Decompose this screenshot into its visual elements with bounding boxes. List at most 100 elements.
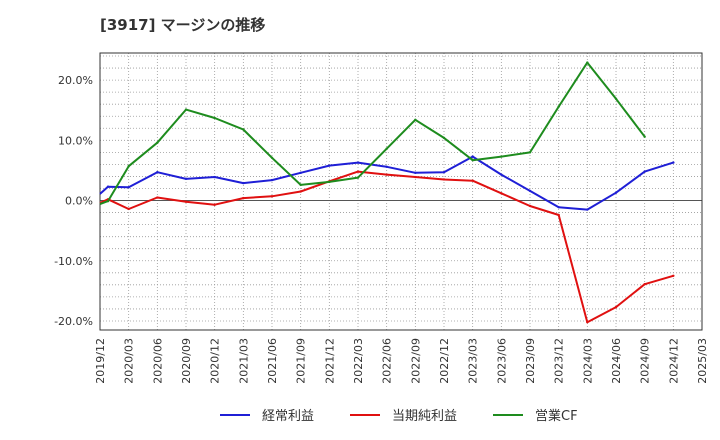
data-point — [586, 208, 589, 211]
data-point — [213, 203, 216, 206]
chart-title: [3917] マージンの推移 — [100, 16, 266, 34]
data-point — [106, 199, 110, 203]
y-tick-label: 10.0% — [58, 134, 93, 147]
x-tick-label: 2022/03 — [352, 338, 365, 384]
x-tick-label: 2023/03 — [467, 338, 480, 384]
x-tick-label: 2024/12 — [667, 338, 680, 384]
data-point — [414, 171, 417, 175]
x-tick-label: 2020/12 — [209, 338, 222, 384]
series-line — [99, 170, 674, 324]
data-point — [672, 274, 675, 278]
legend-layer: 経常利益 当期純利益 営業CF — [220, 408, 578, 424]
data-point — [442, 178, 446, 181]
x-tick-label: 2021/09 — [295, 338, 308, 384]
data-point — [471, 155, 474, 158]
data-point — [557, 213, 560, 217]
x-tick-label: 2019/12 — [94, 338, 107, 384]
data-point — [156, 171, 159, 174]
data-point — [471, 179, 474, 182]
data-point — [299, 190, 302, 193]
data-point — [156, 196, 159, 199]
data-point — [127, 165, 130, 168]
data-point — [643, 283, 646, 286]
data-point — [184, 108, 188, 111]
legend-label: 経常利益 — [262, 409, 314, 424]
x-tick-label: 2024/06 — [610, 338, 623, 384]
plot-frame — [99, 52, 703, 331]
data-point — [385, 173, 388, 176]
data-point — [528, 151, 532, 154]
data-point — [414, 118, 417, 122]
series-line — [99, 155, 674, 211]
data-point — [328, 180, 331, 184]
data-point — [528, 189, 532, 193]
data-point — [500, 173, 503, 176]
data-point — [586, 61, 589, 64]
x-tick-label: 2022/06 — [381, 338, 394, 384]
data-point — [270, 178, 274, 182]
data-point — [356, 176, 360, 179]
data-point — [614, 97, 618, 100]
data-point — [557, 105, 560, 108]
y-tick-label: -10.0% — [54, 255, 93, 268]
x-tick-label: 2024/09 — [639, 338, 652, 384]
x-tick-label: 2023/06 — [495, 338, 508, 384]
y-tick-label: 0.0% — [65, 195, 93, 208]
x-tick-label: 2023/12 — [553, 338, 566, 384]
x-tick-label: 2021/03 — [237, 338, 250, 384]
plot-area — [100, 53, 702, 330]
data-point — [299, 171, 302, 175]
data-point — [299, 183, 302, 187]
x-tick-label: 2021/06 — [266, 338, 279, 384]
data-point — [442, 171, 446, 174]
data-point — [242, 128, 245, 131]
data-point — [385, 147, 388, 150]
x-tick-label: 2022/09 — [409, 338, 422, 384]
data-point — [213, 175, 216, 179]
data-point — [270, 156, 274, 159]
x-tick-label: 2020/03 — [123, 338, 136, 384]
legend-label: 営業CF — [535, 408, 578, 424]
data-point — [471, 158, 474, 162]
y-tick-label: 20.0% — [58, 74, 93, 87]
data-point — [106, 185, 110, 188]
data-point — [127, 207, 130, 211]
axis-layer: 20.0% 10.0% 0.0% -10.0% -20.0%2019/12 2020/03… — [54, 52, 709, 384]
data-point — [184, 177, 188, 181]
data-point — [414, 175, 417, 179]
data-point — [500, 192, 503, 195]
data-point — [242, 196, 245, 200]
grid-layer — [99, 53, 703, 330]
data-point — [184, 200, 188, 203]
data-point — [614, 305, 618, 309]
data-point — [356, 170, 360, 173]
data-point — [614, 191, 618, 194]
data-point — [270, 195, 274, 198]
data-point — [127, 186, 130, 189]
data-point — [442, 136, 446, 140]
data-point — [356, 161, 360, 164]
data-point — [242, 181, 245, 185]
x-tick-label: 2020/09 — [180, 338, 193, 384]
data-point — [672, 161, 675, 164]
data-point — [156, 141, 159, 144]
x-tick-label: 2025/03 — [696, 338, 709, 384]
x-tick-label: 2024/03 — [581, 338, 594, 384]
legend-label: 当期純利益 — [392, 409, 457, 424]
data-point — [328, 164, 331, 167]
data-point — [213, 116, 216, 120]
x-tick-label: 2022/12 — [438, 338, 451, 384]
data-point — [586, 320, 589, 324]
data-point — [528, 204, 532, 208]
y-tick-label: -20.0% — [54, 315, 93, 328]
x-tick-label: 2021/12 — [323, 338, 336, 384]
x-tick-label: 2020/06 — [151, 338, 164, 384]
data-point — [385, 165, 388, 169]
data-point — [557, 205, 560, 209]
data-point — [500, 155, 503, 158]
data-point — [643, 170, 646, 173]
x-tick-label: 2023/09 — [524, 338, 537, 384]
data-point — [643, 135, 646, 138]
series-layer — [99, 61, 675, 324]
